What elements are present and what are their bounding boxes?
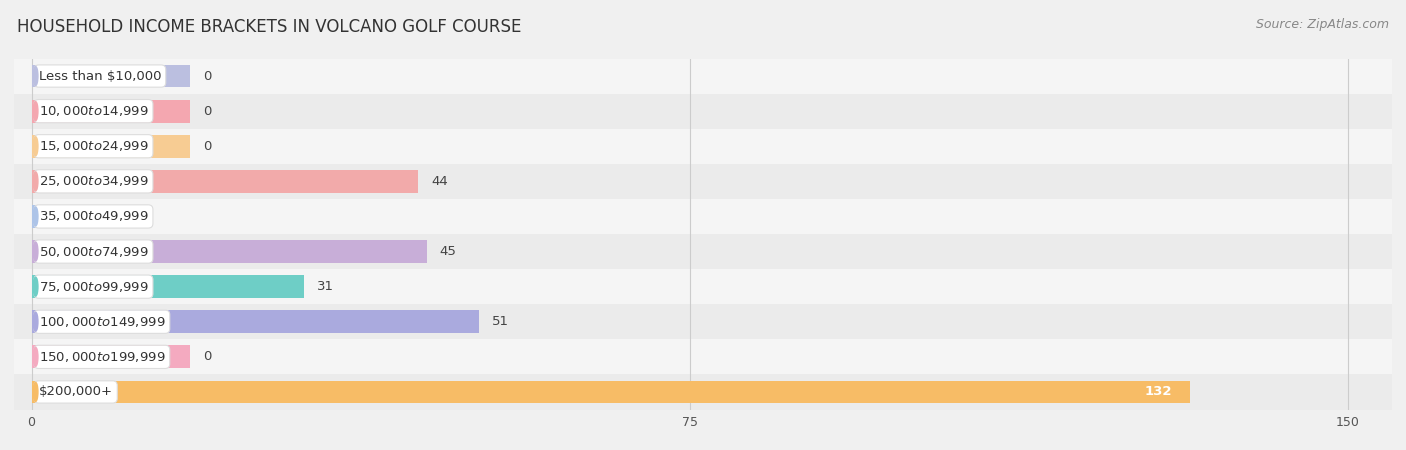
Circle shape: [34, 67, 38, 86]
Text: $25,000 to $34,999: $25,000 to $34,999: [38, 174, 148, 189]
Text: Source: ZipAtlas.com: Source: ZipAtlas.com: [1256, 18, 1389, 31]
Bar: [14, 164, 1392, 199]
Bar: [31, 346, 190, 368]
Text: $200,000+: $200,000+: [38, 386, 112, 398]
Text: $15,000 to $24,999: $15,000 to $24,999: [38, 139, 148, 153]
Text: $10,000 to $14,999: $10,000 to $14,999: [38, 104, 148, 118]
Bar: [31, 170, 418, 193]
Text: 45: 45: [440, 245, 457, 258]
Text: $50,000 to $74,999: $50,000 to $74,999: [38, 244, 148, 259]
Circle shape: [34, 172, 38, 191]
Circle shape: [34, 277, 38, 296]
Circle shape: [34, 137, 38, 156]
Bar: [14, 304, 1392, 339]
Bar: [14, 234, 1392, 269]
Bar: [14, 374, 1392, 410]
Bar: [31, 135, 190, 158]
Text: 31: 31: [316, 280, 333, 293]
Circle shape: [34, 102, 38, 121]
Text: 0: 0: [202, 105, 211, 117]
Bar: [31, 275, 304, 298]
Text: Less than $10,000: Less than $10,000: [38, 70, 162, 82]
Text: HOUSEHOLD INCOME BRACKETS IN VOLCANO GOLF COURSE: HOUSEHOLD INCOME BRACKETS IN VOLCANO GOL…: [17, 18, 522, 36]
Text: 51: 51: [492, 315, 509, 328]
Text: $35,000 to $49,999: $35,000 to $49,999: [38, 209, 148, 224]
Circle shape: [34, 347, 38, 366]
Text: 132: 132: [1144, 386, 1173, 398]
Bar: [31, 205, 120, 228]
Text: 0: 0: [202, 351, 211, 363]
Bar: [31, 240, 426, 263]
Bar: [14, 199, 1392, 234]
Bar: [31, 65, 190, 87]
Bar: [14, 339, 1392, 374]
Text: 44: 44: [430, 175, 447, 188]
Bar: [14, 129, 1392, 164]
Circle shape: [34, 207, 38, 226]
Text: 10: 10: [132, 210, 149, 223]
Bar: [14, 58, 1392, 94]
Text: 0: 0: [202, 140, 211, 153]
Text: $100,000 to $149,999: $100,000 to $149,999: [38, 315, 165, 329]
Circle shape: [34, 382, 38, 401]
Circle shape: [34, 312, 38, 331]
Text: 0: 0: [202, 70, 211, 82]
Bar: [31, 310, 479, 333]
Bar: [31, 381, 1189, 403]
Circle shape: [34, 242, 38, 261]
Text: $150,000 to $199,999: $150,000 to $199,999: [38, 350, 165, 364]
Bar: [31, 100, 190, 122]
Bar: [14, 94, 1392, 129]
Text: $75,000 to $99,999: $75,000 to $99,999: [38, 279, 148, 294]
Bar: [14, 269, 1392, 304]
